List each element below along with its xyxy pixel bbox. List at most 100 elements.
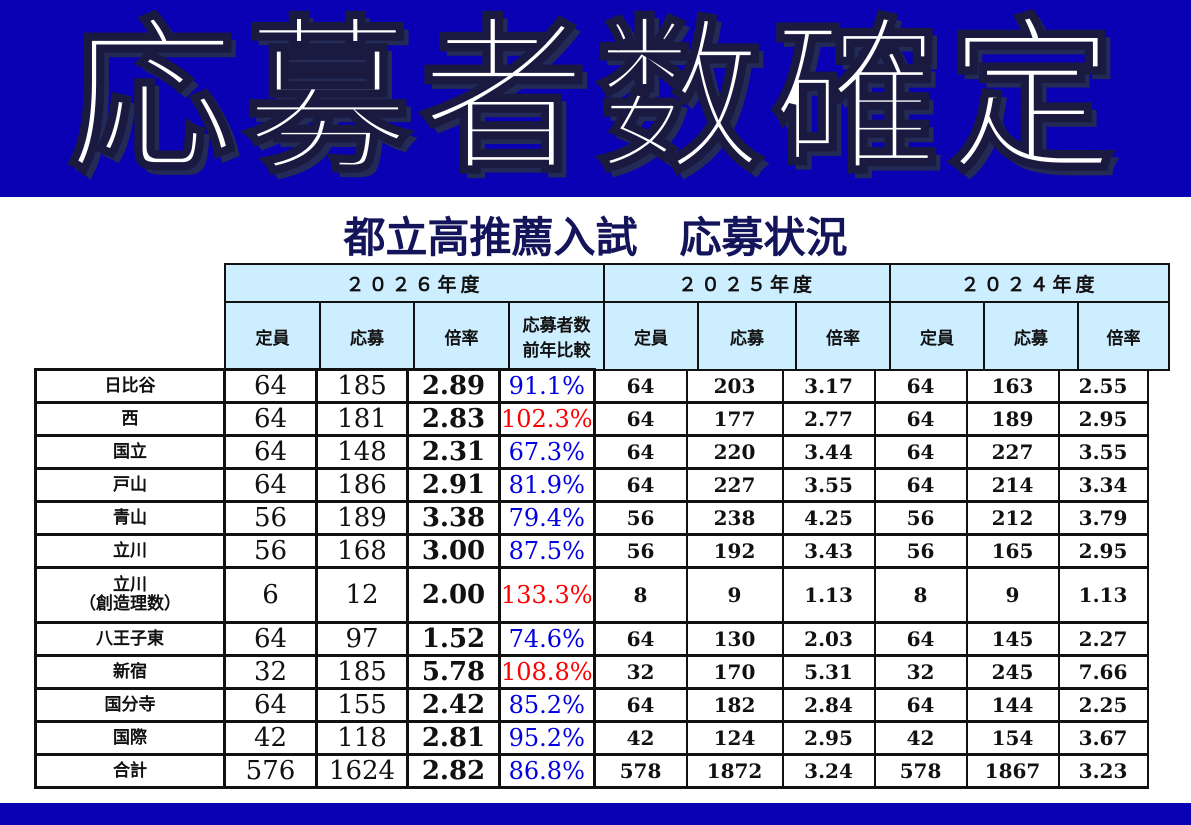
table-cell: 64 (593, 467, 688, 503)
table-row: 西 64 181 2.83 102.3% 64 177 2.77 64 189 2.95 (34, 401, 1149, 437)
title-banner (0, 0, 1191, 197)
table-cell: 168 (315, 533, 409, 569)
school-name: 立川 (34, 533, 226, 569)
table-cell: 170 (685, 654, 784, 690)
column-header: 定員 (889, 301, 985, 371)
table-cell: 5.78 (406, 654, 501, 690)
table-cell: 12 (315, 566, 409, 624)
table-cell: 3.17 (781, 368, 876, 404)
column-header: 倍率 (1077, 301, 1170, 371)
table-cell: 220 (685, 434, 784, 470)
table-cell: 2.31 (406, 434, 501, 470)
table-cell: 64 (223, 687, 318, 723)
table-cell: 118 (315, 720, 409, 756)
table-cell: 185 (315, 368, 409, 404)
table-cell: 576 (223, 753, 318, 789)
table-cell: 64 (593, 401, 688, 437)
table-cell: 2.95 (1057, 533, 1149, 569)
table-row: 八王子東 64 97 1.52 74.6% 64 130 2.03 64 145 2.27 (34, 621, 1149, 657)
year-over-year-ratio: 102.3% (498, 401, 596, 437)
table-row: 戸山 64 186 2.91 81.9% 64 227 3.55 64 214 3.34 (34, 467, 1149, 503)
table-cell: 1867 (965, 753, 1060, 789)
school-name: 国立 (34, 434, 226, 470)
table-cell: 148 (315, 434, 409, 470)
table-cell: 181 (315, 401, 409, 437)
table-cell: 64 (593, 687, 688, 723)
table-cell: 64 (593, 434, 688, 470)
table-cell: 3.43 (781, 533, 876, 569)
table-cell: 4.25 (781, 500, 876, 536)
school-name: 新宿 (34, 654, 226, 690)
column-header: 倍率 (413, 301, 510, 371)
table-cell: 56 (223, 533, 318, 569)
table-cell: 6 (223, 566, 318, 624)
table-cell: 32 (873, 654, 968, 690)
year-over-year-ratio: 133.3% (498, 566, 596, 624)
table-cell: 2.81 (406, 720, 501, 756)
table-cell: 32 (593, 654, 688, 690)
year-over-year-ratio: 87.5% (498, 533, 596, 569)
table-cell: 64 (593, 368, 688, 404)
column-header: 応募 (983, 301, 1079, 371)
table-cell: 64 (873, 621, 968, 657)
table-row: 国立 64 148 2.31 67.3% 64 220 3.44 64 227 3.55 (34, 434, 1149, 470)
table-cell: 42 (873, 720, 968, 756)
table-cell: 64 (593, 621, 688, 657)
table-cell: 214 (965, 467, 1060, 503)
table-cell: 1.13 (781, 566, 876, 624)
column-header: 定員 (224, 301, 321, 371)
table-row: 日比谷 64 185 2.89 91.1% 64 203 3.17 64 163 2.55 (34, 368, 1149, 404)
table-cell: 238 (685, 500, 784, 536)
table-cell: 1872 (685, 753, 784, 789)
table-cell: 3.23 (1057, 753, 1149, 789)
table-cell: 64 (873, 467, 968, 503)
column-header: 定員 (603, 301, 699, 371)
table-cell: 32 (223, 654, 318, 690)
table-cell: 8 (873, 566, 968, 624)
school-name: 国分寺 (34, 687, 226, 723)
table-cell: 9 (685, 566, 784, 624)
table-cell: 245 (965, 654, 1060, 690)
table-cell: 9 (965, 566, 1060, 624)
table-cell: 56 (223, 500, 318, 536)
table-cell: 2.03 (781, 621, 876, 657)
table-cell: 203 (685, 368, 784, 404)
table-cell: 5.31 (781, 654, 876, 690)
bottom-bar (0, 803, 1191, 825)
page-subtitle: 都立高推薦入試 応募状況 (343, 213, 848, 262)
table-cell: 578 (873, 753, 968, 789)
table-cell: 2.84 (781, 687, 876, 723)
table-row: 合計 576 1624 2.82 86.8% 578 1872 3.24 578 1867 3.23 (34, 753, 1149, 789)
school-name: 八王子東 (34, 621, 226, 657)
table-cell: 3.44 (781, 434, 876, 470)
table-cell: 2.00 (406, 566, 501, 624)
table-cell: 8 (593, 566, 688, 624)
year-header: ２０２５年度 (603, 263, 891, 303)
table-cell: 154 (965, 720, 1060, 756)
table-row: 青山 56 189 3.38 79.4% 56 238 4.25 56 212 3.79 (34, 500, 1149, 536)
table-cell: 212 (965, 500, 1060, 536)
table-cell: 227 (965, 434, 1060, 470)
table-row: 新宿 32 185 5.78 108.8% 32 170 5.31 32 245 7.66 (34, 654, 1149, 690)
school-name: 西 (34, 401, 226, 437)
school-name: 国際 (34, 720, 226, 756)
table-cell: 56 (873, 500, 968, 536)
table-cell: 2.27 (1057, 621, 1149, 657)
table-cell: 145 (965, 621, 1060, 657)
table-cell: 3.55 (781, 467, 876, 503)
table-cell: 578 (593, 753, 688, 789)
table-cell: 2.89 (406, 368, 501, 404)
column-header: 倍率 (795, 301, 891, 371)
table-cell: 192 (685, 533, 784, 569)
table-cell: 2.91 (406, 467, 501, 503)
table-cell: 2.95 (781, 720, 876, 756)
table-cell: 124 (685, 720, 784, 756)
table-cell: 7.66 (1057, 654, 1149, 690)
table-cell: 2.82 (406, 753, 501, 789)
year-over-year-ratio: 79.4% (498, 500, 596, 536)
table-cell: 1624 (315, 753, 409, 789)
table-cell: 3.00 (406, 533, 501, 569)
table-cell: 227 (685, 467, 784, 503)
year-over-year-ratio: 81.9% (498, 467, 596, 503)
table-cell: 56 (593, 533, 688, 569)
